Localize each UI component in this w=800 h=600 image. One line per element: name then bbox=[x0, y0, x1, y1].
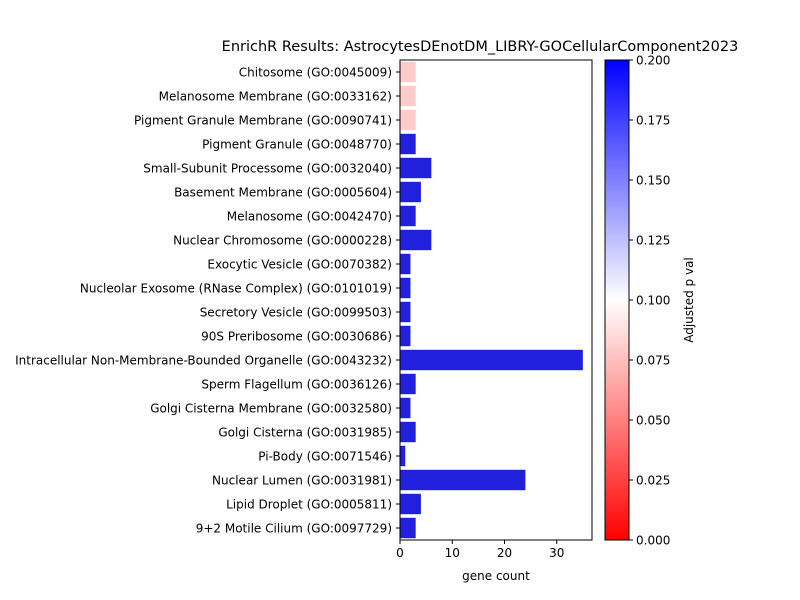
colorbar-gradient bbox=[604, 59, 630, 541]
y-tick-label: Lipid Droplet (GO:0005811) bbox=[226, 498, 392, 512]
bar bbox=[400, 205, 416, 227]
bar bbox=[400, 109, 416, 131]
bar bbox=[400, 85, 416, 107]
y-tick-label: Intracellular Non-Membrane-Bounded Organ… bbox=[15, 354, 392, 368]
y-tick-label: Small-Subunit Processome (GO:0032040) bbox=[143, 162, 392, 176]
x-tick-label: 0 bbox=[396, 546, 404, 560]
colorbar-tick-label: 0.000 bbox=[636, 534, 670, 548]
colorbar-tick-label: 0.150 bbox=[636, 174, 670, 188]
colorbar-tick-label: 0.050 bbox=[636, 414, 670, 428]
y-tick-label: Pigment Granule (GO:0048770) bbox=[202, 138, 392, 152]
colorbar-tick-label: 0.200 bbox=[636, 54, 670, 68]
bar bbox=[400, 517, 416, 539]
x-axis-label: gene count bbox=[462, 569, 530, 583]
y-tick-label: Nuclear Lumen (GO:0031981) bbox=[212, 474, 392, 488]
colorbar: Adjusted p val 0.000 0.025 0.050 0.075 0.100… bbox=[604, 54, 696, 548]
bar bbox=[400, 157, 432, 179]
bar bbox=[400, 397, 411, 419]
y-tick-label: Nucleolar Exosome (RNase Complex) (GO:01… bbox=[80, 282, 392, 296]
axes-frame bbox=[399, 59, 593, 541]
y-tick-label: Secretory Vesicle (GO:0099503) bbox=[200, 306, 392, 320]
colorbar-label: Adjusted p val bbox=[682, 257, 696, 343]
colorbar-tick-label: 0.100 bbox=[636, 294, 670, 308]
colorbar-tick-label: 0.025 bbox=[636, 474, 670, 488]
bar bbox=[400, 469, 526, 491]
x-tick-label: 30 bbox=[549, 546, 564, 560]
bar bbox=[400, 493, 421, 515]
bar bbox=[400, 301, 411, 323]
x-tick-label: 10 bbox=[445, 546, 460, 560]
y-tick-label: Melanosome Membrane (GO:0033162) bbox=[159, 90, 392, 104]
bar bbox=[400, 229, 432, 251]
y-tick-label: Pi-Body (GO:0071546) bbox=[258, 450, 392, 464]
bar bbox=[400, 349, 583, 371]
bar bbox=[400, 133, 416, 155]
x-tick-label: 20 bbox=[497, 546, 512, 560]
bar bbox=[400, 253, 411, 275]
y-tick-label: Golgi Cisterna (GO:0031985) bbox=[218, 426, 392, 440]
colorbar-tick-label: 0.175 bbox=[636, 114, 670, 128]
plot-area: Chitosome (GO:0045009) Melanosome Membran… bbox=[15, 59, 593, 560]
y-tick-label: Pigment Granule Membrane (GO:0090741) bbox=[134, 114, 392, 128]
y-tick-label: Nuclear Chromosome (GO:0000228) bbox=[173, 234, 392, 248]
y-tick-label: Chitosome (GO:0045009) bbox=[239, 66, 392, 80]
chart-title: EnrichR Results: AstrocytesDEnotDM_LIBRY… bbox=[222, 39, 739, 55]
y-tick-label: Golgi Cisterna Membrane (GO:0032580) bbox=[150, 402, 392, 416]
colorbar-tick-label: 0.075 bbox=[636, 354, 670, 368]
bar bbox=[400, 61, 416, 83]
y-tick-label: Sperm Flagellum (GO:0036126) bbox=[201, 378, 392, 392]
y-tick-label: Melanosome (GO:0042470) bbox=[227, 210, 392, 224]
bar bbox=[400, 325, 411, 347]
y-tick-label: 90S Preribosome (GO:0030686) bbox=[201, 330, 392, 344]
bar bbox=[400, 181, 421, 203]
y-tick-label: Exocytic Vesicle (GO:0070382) bbox=[207, 258, 392, 272]
bar bbox=[400, 277, 411, 299]
bar bbox=[400, 445, 406, 467]
colorbar-tick-label: 0.125 bbox=[636, 234, 670, 248]
y-tick-label: 9+2 Motile Cilium (GO:0097729) bbox=[196, 522, 392, 536]
y-tick-label: Basement Membrane (GO:0005604) bbox=[174, 186, 392, 200]
bar bbox=[400, 373, 416, 395]
bar bbox=[400, 421, 416, 443]
